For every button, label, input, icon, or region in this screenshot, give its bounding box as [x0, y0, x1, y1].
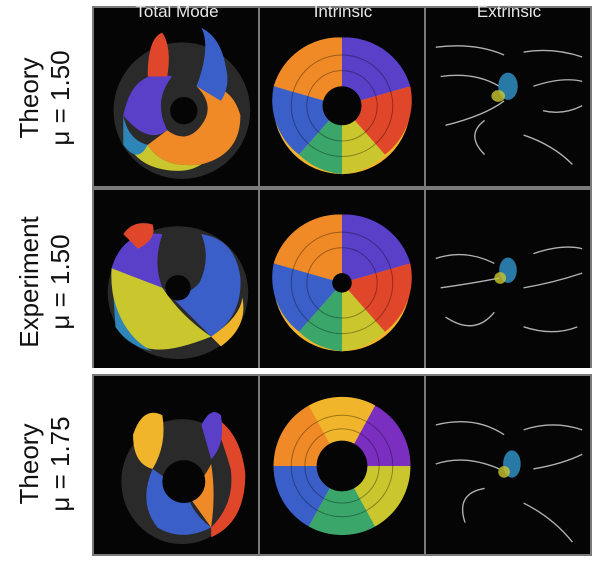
row-label-line2: μ = 1.50	[45, 234, 75, 330]
intrinsic-phase-wheel	[273, 396, 411, 536]
row-label-line2: μ = 1.75	[45, 416, 75, 512]
panel-intrinsic-experiment-150	[258, 188, 426, 370]
intrinsic-phase-wheel	[272, 37, 412, 175]
panel-intrinsic-theory-150	[258, 6, 426, 188]
panel-extrinsic-theory-175	[424, 374, 592, 556]
row-label-experiment-150: Experiment μ = 1.50	[0, 192, 90, 372]
column-heading-extrinsic: Extrinsic	[476, 2, 542, 21]
panel-total-mode-theory-175	[92, 374, 260, 556]
panel-intrinsic-theory-175	[258, 374, 426, 556]
row-label-theory-175: Theory μ = 1.75	[0, 374, 90, 554]
total-mode-field-image	[107, 223, 249, 360]
row-label-line1: Theory	[14, 57, 44, 139]
row-label-line2: μ = 1.50	[45, 50, 75, 146]
panel-extrinsic-theory-150	[424, 6, 592, 188]
intrinsic-phase-wheel	[272, 214, 412, 352]
row-separator	[92, 368, 592, 374]
extrinsic-flow-field	[435, 45, 583, 165]
column-heading-intrinsic: Intrinsic	[313, 2, 373, 21]
panel-total-mode-experiment-150	[92, 188, 260, 370]
total-mode-field-image	[113, 27, 251, 180]
column-heading-total-mode: Total Mode	[135, 2, 219, 21]
extrinsic-flow-field	[435, 246, 583, 333]
panel-total-mode-theory-150	[92, 6, 260, 188]
row-label-line1: Theory	[14, 423, 44, 505]
row-label-line1: Experiment	[14, 216, 44, 348]
total-mode-field-image	[121, 411, 246, 545]
panel-extrinsic-experiment-150	[424, 188, 592, 370]
row-label-theory-150: Theory μ = 1.50	[0, 8, 90, 188]
extrinsic-flow-field	[435, 421, 583, 543]
